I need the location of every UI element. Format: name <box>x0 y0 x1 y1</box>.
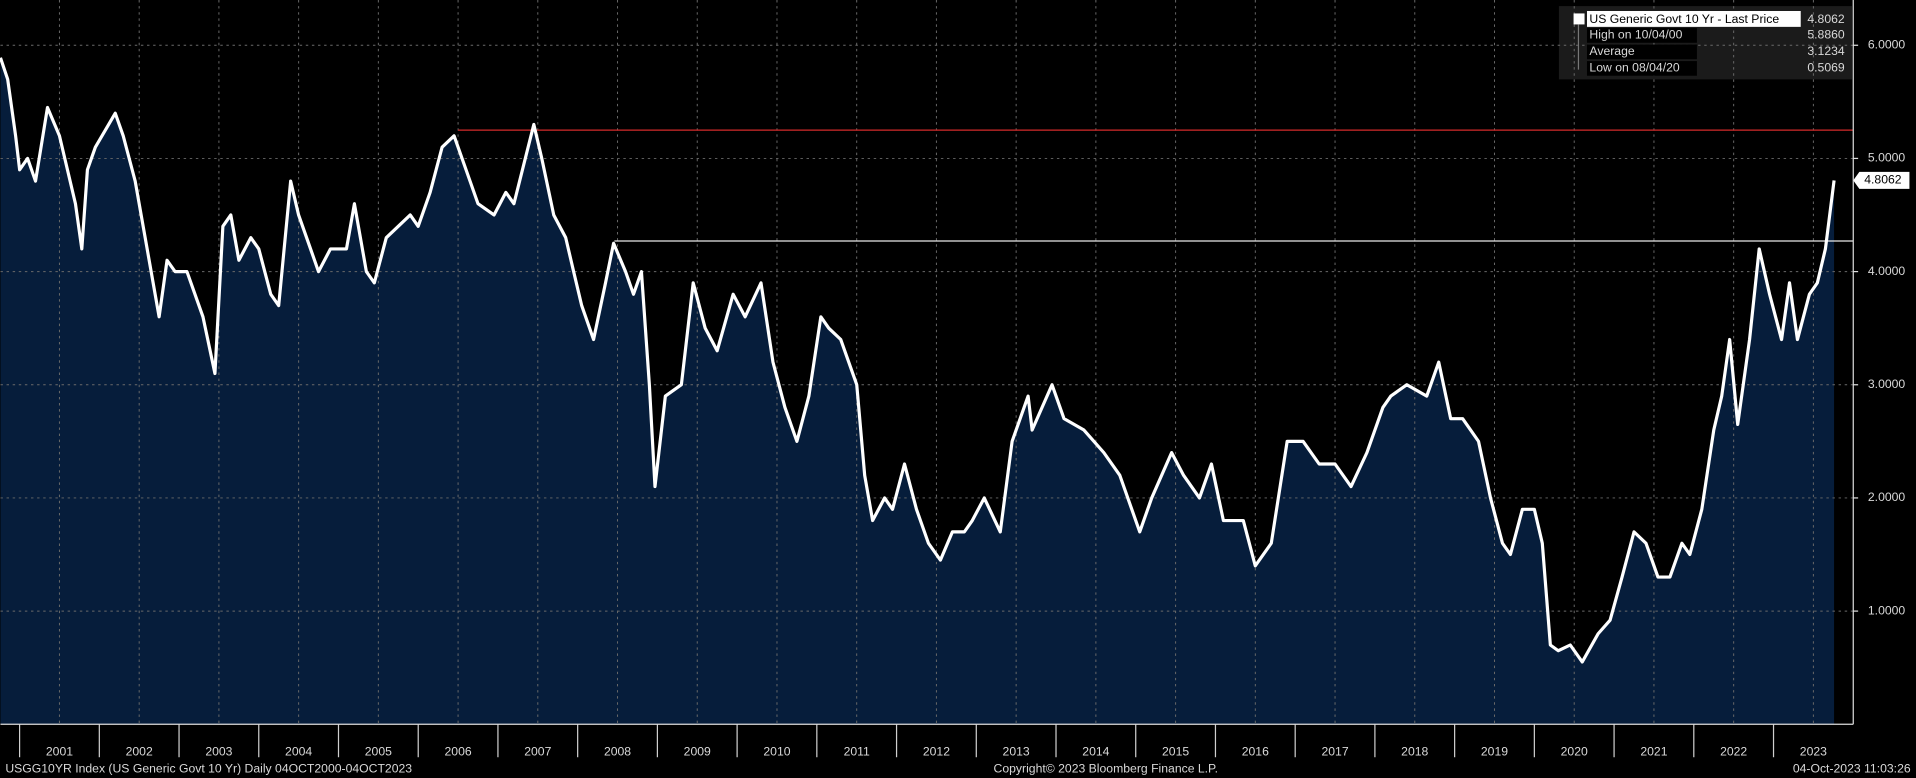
legend-highlight <box>1586 61 1697 76</box>
y-tick-label: 5.0000 <box>1868 151 1906 165</box>
legend-value: 0.5069 <box>1807 61 1845 75</box>
x-tick-label: 2007 <box>524 745 551 759</box>
footer-left: USGG10YR Index (US Generic Govt 10 Yr) D… <box>5 762 412 776</box>
line <box>0 57 1836 664</box>
legend-value: 5.8860 <box>1807 28 1845 42</box>
area <box>0 57 1835 725</box>
x-tick-label: 2012 <box>923 745 950 759</box>
y-tick-label: 6.0000 <box>1868 37 1906 51</box>
x-tick-label: 2011 <box>844 745 870 759</box>
x-tick-label: 2004 <box>285 745 312 759</box>
legend-highlight <box>1586 28 1697 43</box>
legend-label: Low on 08/04/20 <box>1589 61 1679 75</box>
legend-highlight <box>1586 10 1801 27</box>
y-tick-label: 3.0000 <box>1868 377 1906 391</box>
x-tick-label: 2013 <box>1003 745 1030 759</box>
legend-value: 4.8062 <box>1807 12 1845 26</box>
x-tick-label: 2014 <box>1082 745 1109 759</box>
plot-area <box>0 57 1835 725</box>
footer-right: 04-Oct-2023 11:03:26 <box>1793 762 1911 776</box>
x-tick-label: 2002 <box>126 745 153 759</box>
legend-value: 3.1234 <box>1807 44 1845 58</box>
x-tick-label: 2016 <box>1242 745 1269 759</box>
x-tick-label: 2019 <box>1481 745 1508 759</box>
x-tick-label: 2020 <box>1561 745 1588 759</box>
y-tick-label: 1.0000 <box>1868 603 1906 617</box>
footer-center: Copyright© 2023 Bloomberg Finance L.P. <box>994 762 1219 776</box>
x-tick-label: 2009 <box>684 745 711 759</box>
legend-highlight <box>1586 44 1697 60</box>
legend-label: High on 10/04/00 <box>1589 28 1682 42</box>
last-price-label: 4.8062 <box>1864 173 1902 187</box>
x-tick-label: 2005 <box>365 745 392 759</box>
legend-label: Average <box>1589 44 1634 58</box>
x-tick-label: 2021 <box>1640 745 1667 759</box>
x-tick-label: 2003 <box>205 745 232 759</box>
x-tick-label: 2010 <box>763 745 790 759</box>
x-tick-label: 2001 <box>46 745 73 759</box>
last-price-tag <box>1853 171 1910 189</box>
x-tick-label: 2006 <box>444 745 471 759</box>
x-tick-label: 2008 <box>604 745 631 759</box>
y-tick-label: 2.0000 <box>1868 490 1906 504</box>
x-tick-label: 2017 <box>1321 745 1348 759</box>
x-tick-label: 2015 <box>1162 745 1189 759</box>
x-tick-label: 2023 <box>1800 745 1827 759</box>
legend-label: US Generic Govt 10 Yr - Last Price <box>1589 12 1779 26</box>
legend-swatch <box>1573 13 1585 25</box>
y-tick-label: 4.0000 <box>1868 264 1906 278</box>
x-tick-label: 2022 <box>1720 745 1747 759</box>
x-tick-label: 2018 <box>1401 745 1428 759</box>
